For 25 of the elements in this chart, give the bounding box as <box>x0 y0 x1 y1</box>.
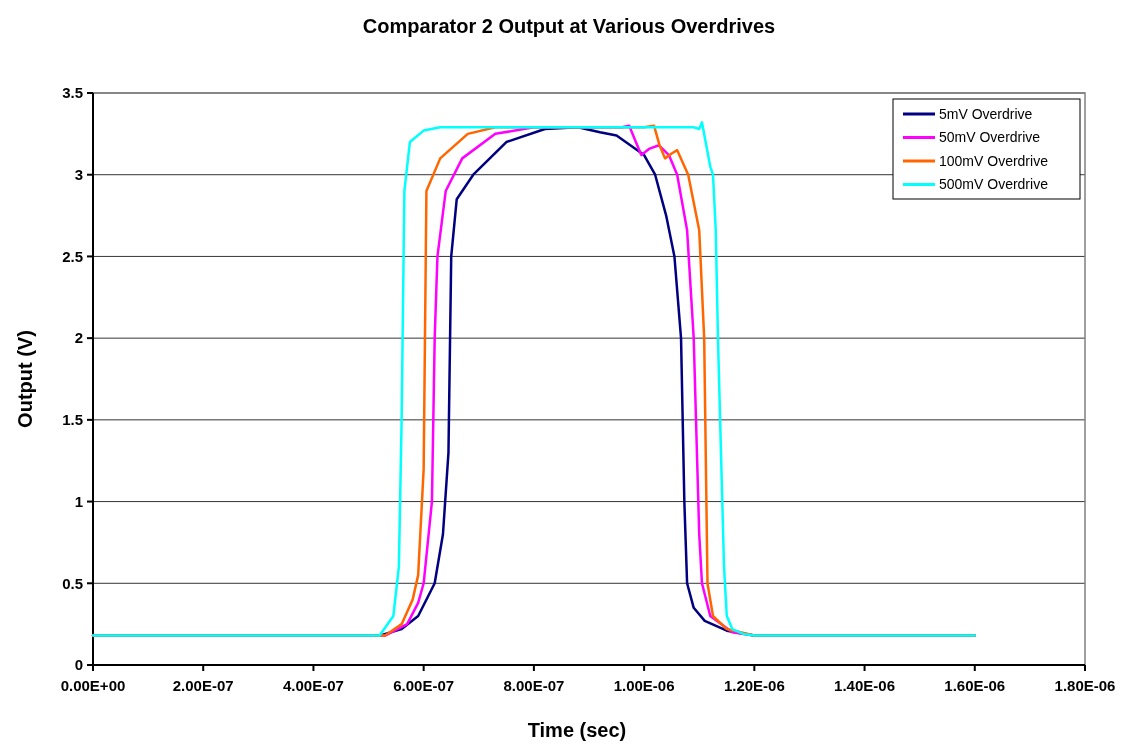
x-tick-label: 1.80E-06 <box>1054 677 1116 694</box>
y-axis-title: Output (V) <box>14 330 36 428</box>
y-tick-label: 3 <box>74 165 83 183</box>
x-tick-label: 4.00E-07 <box>283 677 344 694</box>
x-tick-label: 6.00E-07 <box>393 677 455 694</box>
x-axis-title: Time (sec) <box>527 719 627 741</box>
x-tick-label: 1.40E-06 <box>834 677 895 694</box>
x-tick-label: 8.00E-07 <box>503 677 565 694</box>
y-tick-label: 1 <box>74 492 83 510</box>
y-tick-label: 0 <box>74 656 83 674</box>
y-tick-label: 2.5 <box>62 247 83 265</box>
x-tick-label: 1.60E-06 <box>944 677 1006 694</box>
y-tick-label: 1.5 <box>62 411 83 429</box>
y-tick-label: 3.5 <box>62 84 83 102</box>
legend-label: 500mV Overdrive <box>939 176 1049 193</box>
x-tick-label: 2.00E-07 <box>172 677 234 694</box>
y-tick-label: 0.5 <box>62 574 83 592</box>
x-tick-label: 0.00E+00 <box>60 677 126 694</box>
x-tick-label: 1.00E-06 <box>613 677 675 694</box>
legend-label: 50mV Overdrive <box>939 129 1041 146</box>
legend-label: 5mV Overdrive <box>939 105 1033 122</box>
x-tick-label: 1.20E-06 <box>723 677 785 694</box>
y-tick-label: 2 <box>74 329 83 347</box>
chart-title: Comparator 2 Output at Various Overdrives <box>362 15 776 37</box>
legend-label: 100mV Overdrive <box>939 152 1049 169</box>
